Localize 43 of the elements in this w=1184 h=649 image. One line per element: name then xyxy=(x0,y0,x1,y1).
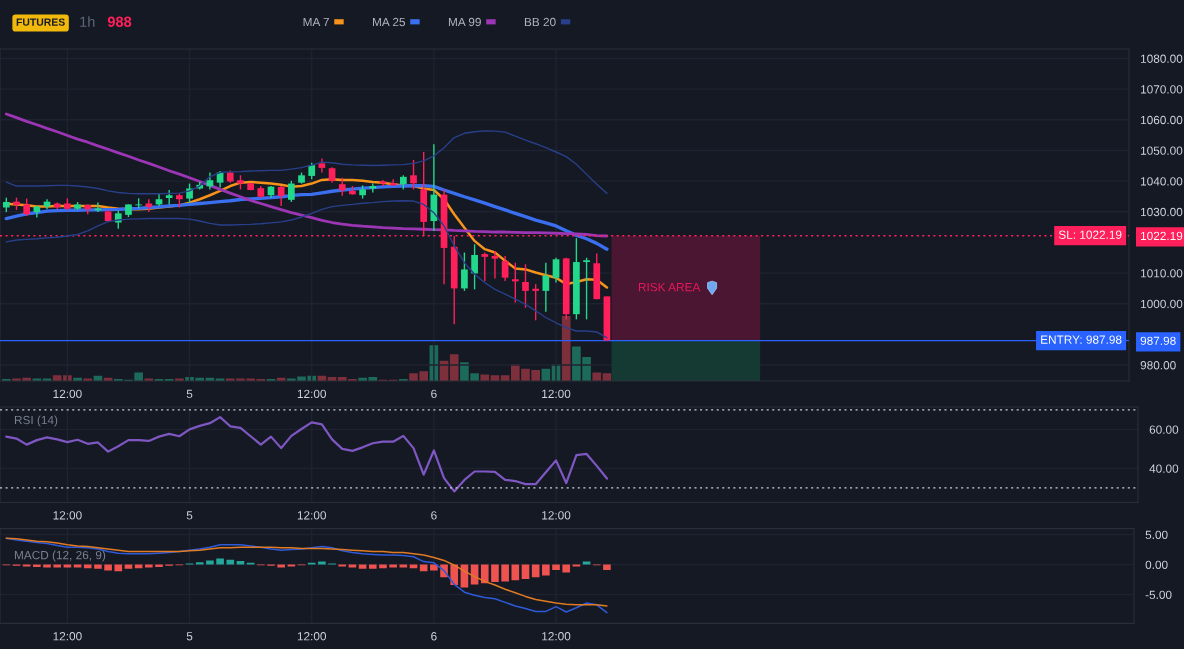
y-tick-label: 1030.00 xyxy=(1141,207,1183,217)
text: RISK AREA xyxy=(638,282,701,292)
x-tick-label: 12:00 xyxy=(297,511,327,520)
text: RSI (14) xyxy=(14,415,58,427)
x-tick-label: 12:00 xyxy=(297,632,327,641)
x-tick-label: 12:00 xyxy=(53,632,82,641)
x-tick-label: 6 xyxy=(431,632,437,641)
legend-label: MA 99 xyxy=(448,17,481,27)
x-tick-label: 12:00 xyxy=(542,389,571,398)
x-tick-label: 5 xyxy=(186,511,193,520)
x-tick-label: 12:00 xyxy=(53,511,82,520)
y-tick-label: 60.00 xyxy=(1149,425,1179,434)
y-tick-label: 1022.19 xyxy=(1141,231,1183,241)
legend-label: MA 7 xyxy=(303,17,329,27)
text: 988 xyxy=(107,16,132,27)
text: FUTURES xyxy=(16,18,65,26)
x-tick-label: 6 xyxy=(431,511,437,520)
text: MACD (12, 26, 9) xyxy=(14,550,106,562)
text: 1h xyxy=(80,16,95,27)
y-tick-label: 40.00 xyxy=(1149,464,1179,473)
x-tick-label: 6 xyxy=(431,389,437,398)
y-tick-label: 1010.00 xyxy=(1141,269,1183,278)
x-tick-label: 12:00 xyxy=(542,632,571,641)
y-tick-label: 980.00 xyxy=(1140,361,1176,370)
x-tick-label: 5 xyxy=(186,632,193,641)
x-tick-label: 12:00 xyxy=(53,389,82,398)
y-tick-label: 1040.00 xyxy=(1141,177,1183,186)
y-tick-label: 5.00 xyxy=(1145,530,1168,539)
y-tick-label: -5.00 xyxy=(1145,590,1172,599)
ref-line-label: SL: 1022.19 xyxy=(1058,230,1122,239)
y-tick-label: 987.98 xyxy=(1140,336,1176,345)
legend-label: BB 20 xyxy=(524,17,556,27)
y-tick-label: 1060.00 xyxy=(1141,115,1183,125)
y-tick-label: 1000.00 xyxy=(1141,299,1183,309)
legend-label: MA 25 xyxy=(373,17,405,27)
y-tick-label: 1080.00 xyxy=(1141,54,1183,63)
y-tick-label: 1050.00 xyxy=(1141,146,1183,155)
y-tick-label: 0.00 xyxy=(1145,560,1168,569)
x-tick-label: 12:00 xyxy=(542,511,571,520)
ref-line-label: ENTRY: 987.98 xyxy=(1041,335,1122,344)
x-tick-label: 5 xyxy=(186,389,193,398)
y-tick-label: 1070.00 xyxy=(1141,85,1183,94)
x-tick-label: 12:00 xyxy=(297,389,327,398)
